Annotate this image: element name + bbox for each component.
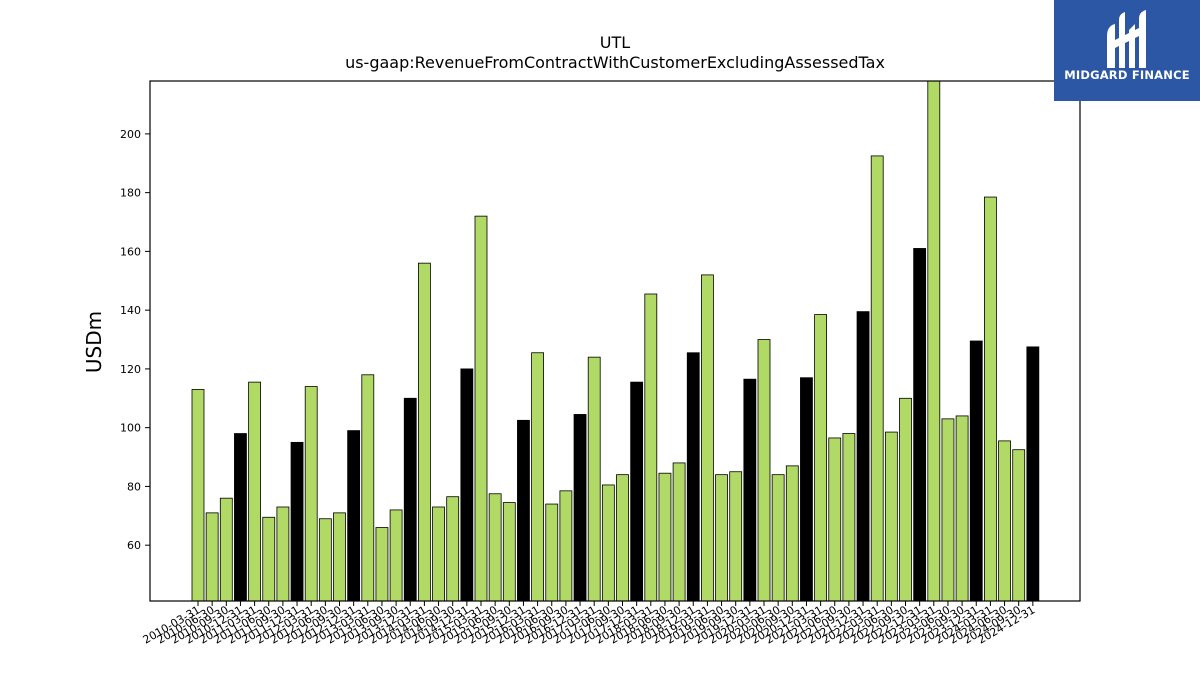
bar-2019-09-30 (729, 471, 743, 602)
bar-2013-09-30 (389, 509, 403, 602)
bar-2014-09-30 (446, 496, 460, 602)
bar-2020-03-31 (757, 339, 771, 602)
bar-2016-06-30 (545, 503, 559, 602)
bar-2012-09-30 (333, 512, 346, 602)
bar-2013-06-30 (375, 527, 389, 602)
bar-2023-06-30 (941, 418, 955, 602)
bar-2017-09-30 (616, 474, 629, 602)
bar-2011-03-31 (248, 381, 262, 602)
y-tick-label: 100 (120, 422, 141, 435)
bar-2023-12-31 (969, 340, 983, 602)
bar-2012-06-30 (318, 518, 332, 602)
bar-2018-09-30 (672, 462, 686, 602)
bar-2013-12-31 (403, 397, 417, 602)
bar-2011-09-30 (276, 506, 290, 602)
y-tick-label: 180 (120, 187, 141, 200)
bar-2017-12-31 (630, 381, 644, 602)
bar-2023-09-30 (955, 415, 969, 602)
y-axis-label: USDm (82, 311, 106, 373)
chart-title: UTL (600, 33, 630, 52)
y-tick-label: 120 (120, 363, 141, 376)
bar-2015-12-31 (517, 419, 530, 602)
bar-2022-06-30 (884, 431, 898, 602)
bar-2021-09-30 (842, 433, 856, 602)
bar-2011-12-31 (290, 441, 304, 602)
y-tick-label: 80 (127, 480, 141, 493)
y-tick-label: 160 (120, 245, 141, 258)
midgard-finance-logo: MIDGARD FINANCE (1054, 0, 1200, 101)
bar-2010-09-30 (219, 497, 233, 602)
bar-2019-03-31 (701, 274, 714, 602)
y-tick-label: 140 (120, 304, 141, 317)
bar-2016-09-30 (559, 490, 573, 602)
bar-2021-06-30 (828, 437, 842, 602)
bar-2020-09-30 (785, 465, 799, 602)
bar-2014-03-31 (417, 262, 431, 602)
bar-2024-09-30 (1012, 449, 1026, 602)
bar-2014-06-30 (432, 506, 445, 602)
bar-2018-03-31 (644, 293, 658, 602)
bar-2020-12-31 (800, 377, 813, 602)
bar-2024-03-31 (984, 196, 997, 602)
midgard-logo-icon (1107, 10, 1146, 68)
bar-2022-12-31 (913, 248, 927, 602)
y-tick-label: 200 (120, 128, 141, 141)
bar-2023-03-31 (927, 80, 941, 602)
bar-2010-12-31 (234, 433, 247, 602)
bar-2020-06-30 (771, 474, 785, 602)
bar-2012-12-31 (347, 430, 361, 602)
chart-subtitle: us-gaap:RevenueFromContractWithCustomerE… (345, 53, 885, 72)
bar-2019-06-30 (715, 474, 728, 602)
plot-frame (149, 80, 1081, 602)
bar-2021-12-31 (856, 311, 870, 602)
bar-2017-06-30 (601, 484, 615, 602)
bar-2022-03-31 (870, 155, 884, 602)
y-axis: 60 80 100 120 140 160 180 200 (120, 128, 150, 552)
bar-2022-09-30 (899, 397, 912, 602)
bars-group (191, 80, 1040, 602)
y-tick-label: 60 (127, 539, 141, 552)
bar-2021-03-31 (814, 314, 827, 602)
bar-2017-03-31 (587, 356, 601, 602)
bar-2016-12-31 (573, 414, 587, 602)
bar-2018-12-31 (686, 352, 700, 602)
bar-2010-03-31 (191, 389, 205, 602)
bar-2010-06-30 (205, 512, 219, 602)
bar-2015-03-31 (474, 215, 488, 602)
bar-2024-06-30 (998, 440, 1011, 602)
bar-2011-06-30 (262, 516, 276, 602)
bar-2013-03-31 (361, 374, 375, 602)
bar-2015-06-30 (488, 493, 502, 602)
bar-2015-09-30 (502, 502, 516, 602)
logo-text: MIDGARD FINANCE (1064, 68, 1190, 82)
bar-2012-03-31 (304, 386, 318, 602)
bar-2014-12-31 (460, 368, 474, 602)
bar-2018-06-30 (658, 472, 672, 602)
bar-2016-03-31 (531, 352, 544, 602)
bar-2024-12-31 (1026, 346, 1040, 602)
bar-2019-12-31 (743, 378, 757, 602)
x-axis: 2010-03-312010-06-302010-09-302010-12-31… (141, 601, 1037, 647)
